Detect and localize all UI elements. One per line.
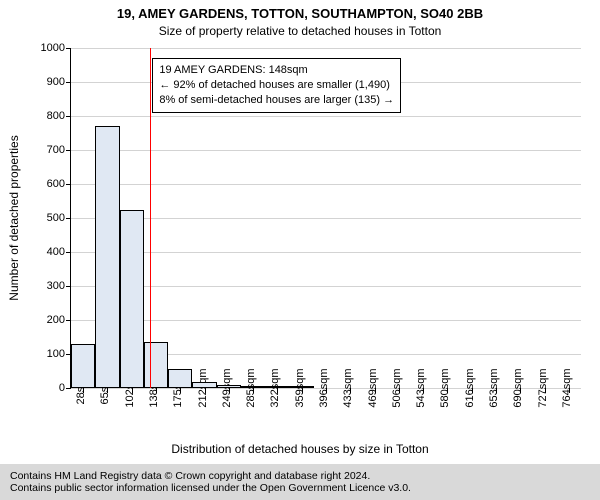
footer-line-2: Contains public sector information licen… [10,482,590,494]
xtick-label: 616sqm [458,368,476,407]
xtick-label: 543sqm [409,368,427,407]
annotation-line: 8% of semi-detached houses are larger (1… [159,93,394,108]
ytick-label: 500 [47,212,71,224]
gridline [71,286,581,287]
property-marker-line [150,48,151,388]
x-axis-label: Distribution of detached houses by size … [0,442,600,456]
annotation-line: 19 AMEY GARDENS: 148sqm [159,63,394,78]
ytick-label: 800 [47,110,71,122]
attribution-footer: Contains HM Land Registry data © Crown c… [0,464,600,500]
ytick-label: 200 [47,314,71,326]
gridline [71,184,581,185]
xtick-label: 727sqm [531,368,549,407]
gridline [71,252,581,253]
bar [241,386,265,388]
xtick-label: 212sqm [191,368,209,407]
xtick-label: 690sqm [506,368,524,407]
bar [71,344,95,388]
annotation-line: ← 92% of detached houses are smaller (1,… [159,78,394,93]
xtick-label: 653sqm [482,368,500,407]
bar [120,210,144,389]
ytick-label: 700 [47,144,71,156]
gridline [71,218,581,219]
bar [144,342,168,388]
bar [168,369,192,388]
page-subtitle: Size of property relative to detached ho… [0,24,600,38]
bar [217,385,241,388]
bar [265,386,289,388]
xtick-label: 469sqm [361,368,379,407]
bar [95,126,119,388]
xtick-label: 580sqm [433,368,451,407]
ytick-label: 100 [47,348,71,360]
chart-plot-area: 0100200300400500600700800900100028sqm65s… [70,48,581,389]
xtick-label: 506sqm [385,368,403,407]
xtick-label: 359sqm [288,368,306,407]
xtick-label: 396sqm [312,368,330,407]
y-axis-label: Number of detached properties [7,135,21,300]
page-title: 19, AMEY GARDENS, TOTTON, SOUTHAMPTON, S… [0,6,600,21]
ytick-label: 400 [47,246,71,258]
gridline [71,116,581,117]
ytick-label: 900 [47,76,71,88]
ytick-label: 1000 [41,42,71,54]
footer-line-1: Contains HM Land Registry data © Crown c… [10,470,590,482]
gridline [71,48,581,49]
xtick-label: 285sqm [239,368,257,407]
gridline [71,150,581,151]
ytick-label: 600 [47,178,71,190]
ytick-label: 300 [47,280,71,292]
bar [290,386,314,388]
gridline [71,320,581,321]
annotation-box: 19 AMEY GARDENS: 148sqm← 92% of detached… [152,58,401,113]
xtick-label: 249sqm [215,368,233,407]
xtick-label: 433sqm [336,368,354,407]
bar [192,382,216,388]
xtick-label: 764sqm [555,368,573,407]
xtick-label: 322sqm [263,368,281,407]
